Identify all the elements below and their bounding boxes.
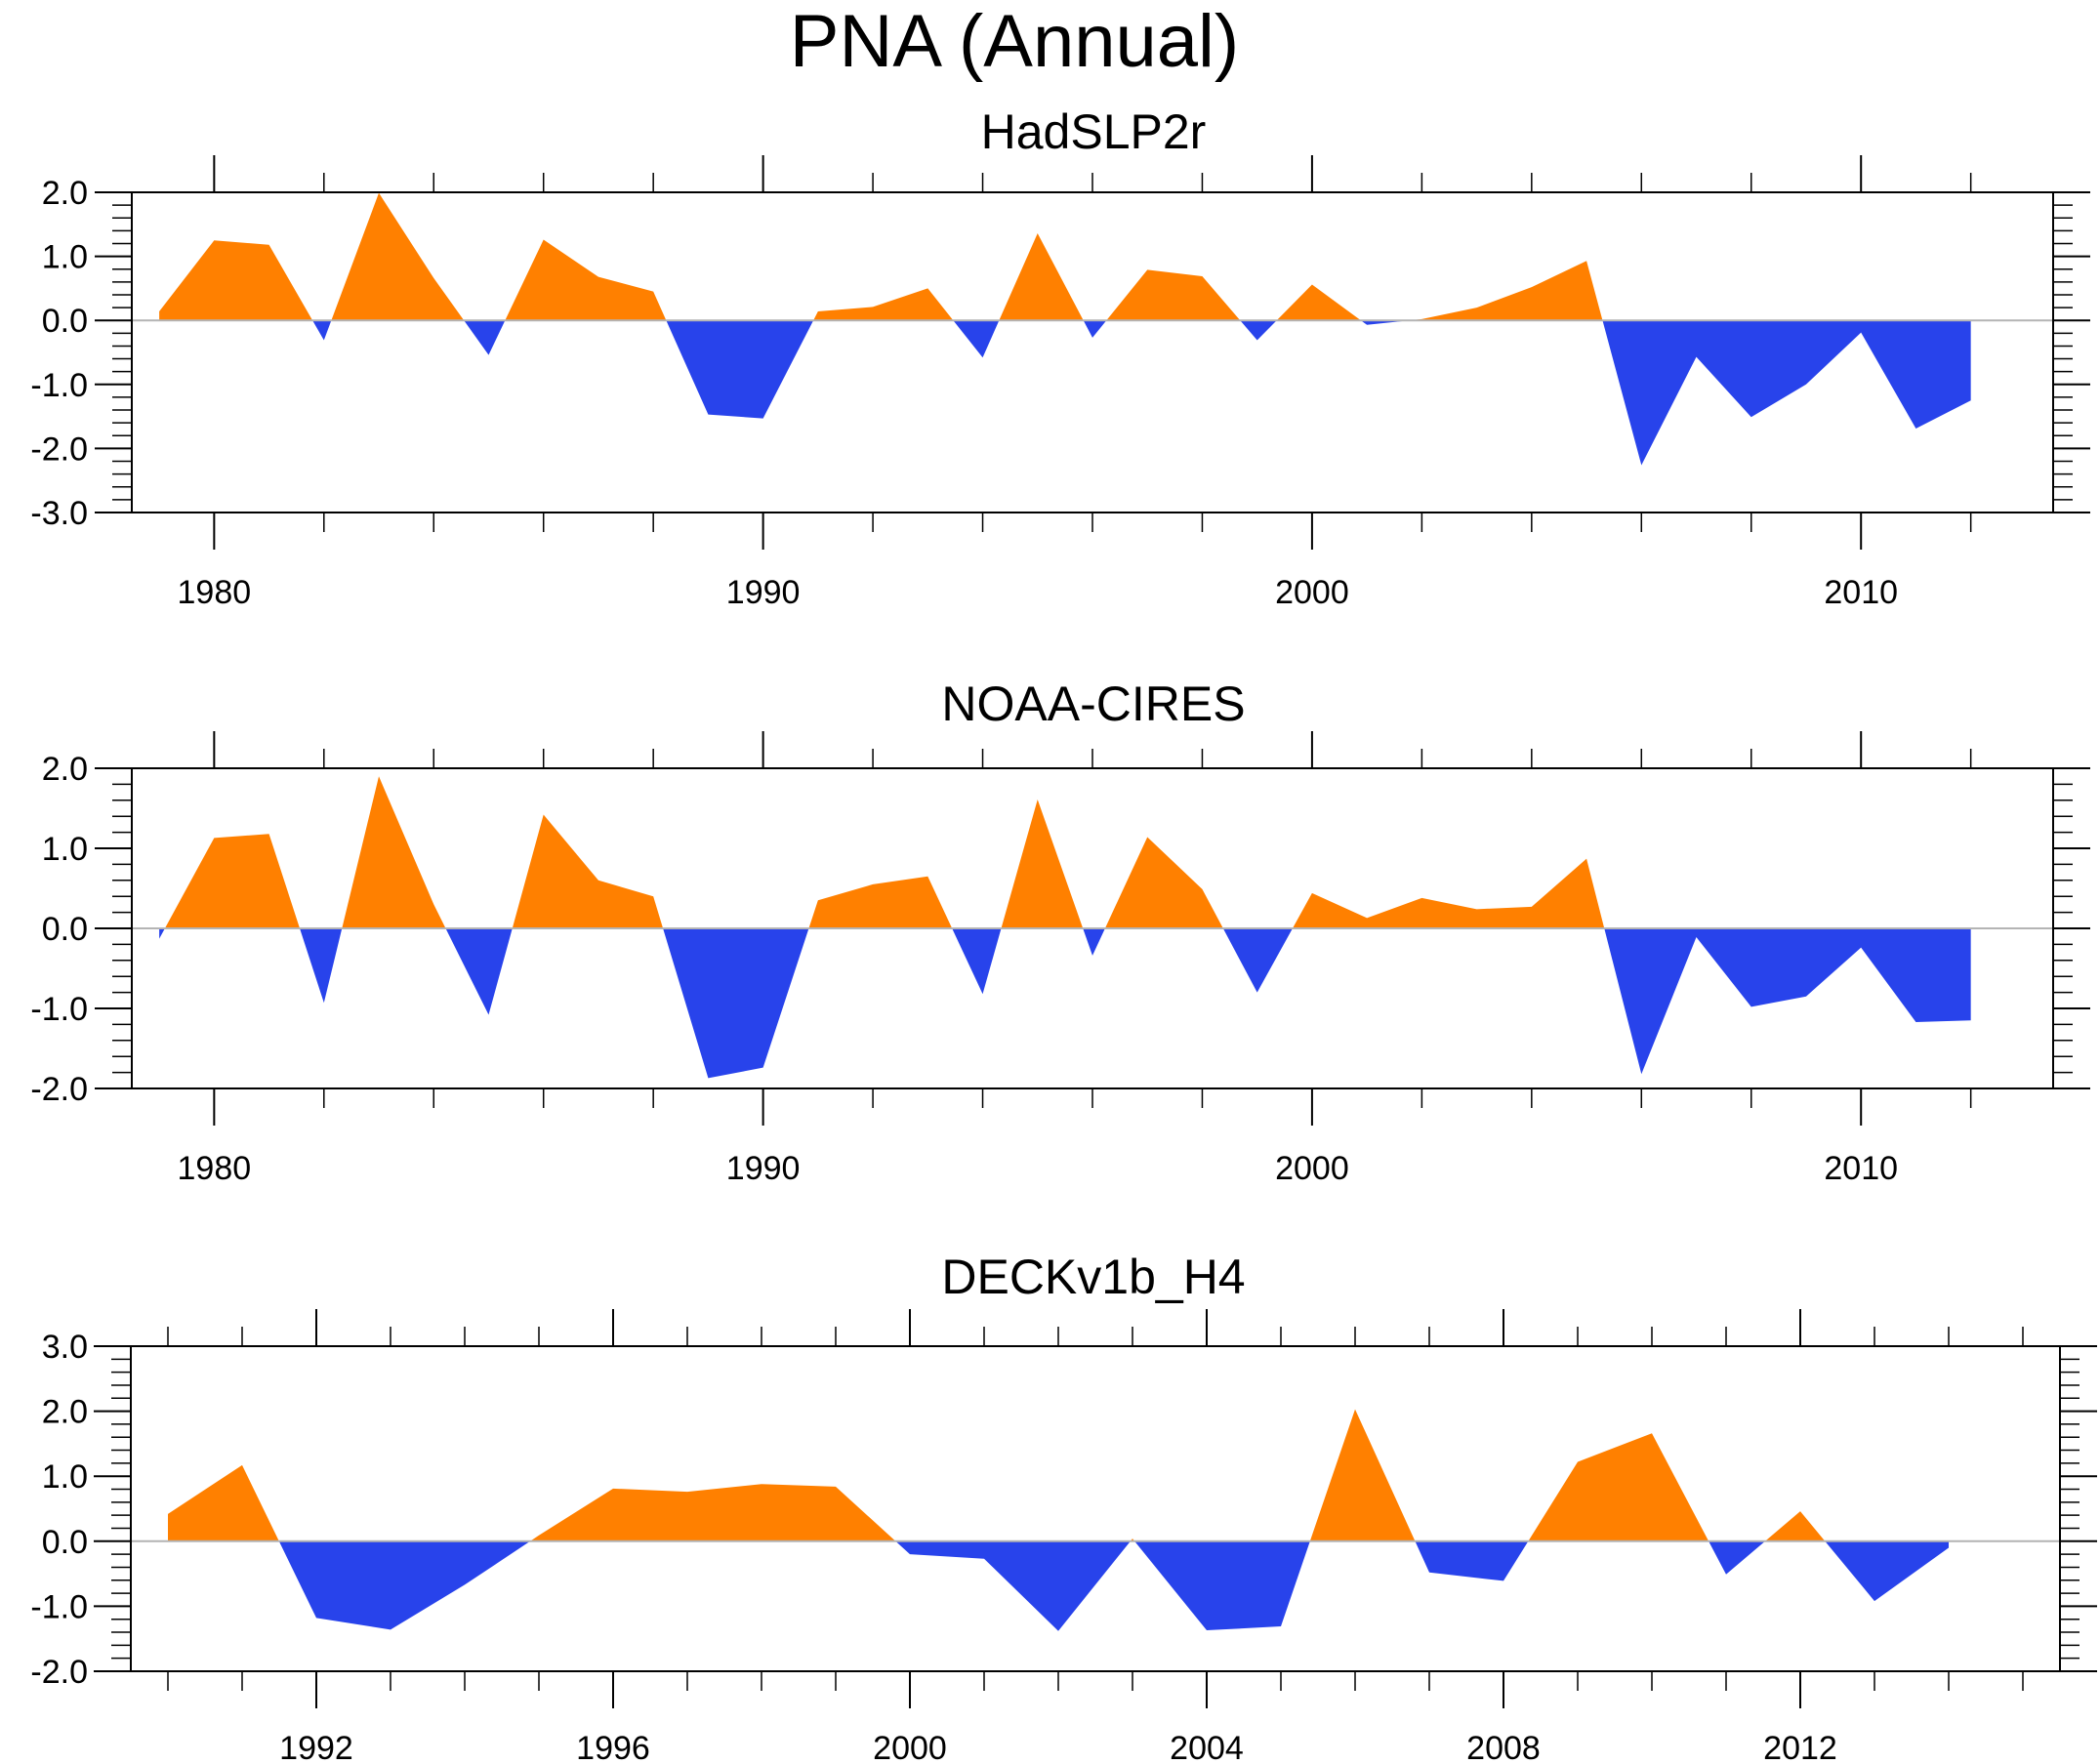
x-tick-label: 1996 — [576, 1730, 650, 1764]
x-tick-label: 1980 — [178, 574, 252, 611]
positive-area — [159, 192, 1603, 321]
positive-area — [159, 776, 1971, 928]
y-tick-label: -1.0 — [30, 991, 88, 1028]
x-tick-label: 2000 — [1275, 574, 1349, 611]
x-tick-label: 1980 — [178, 1150, 252, 1187]
x-tick-label: 2010 — [1824, 1150, 1898, 1187]
plot-frame — [130, 1345, 2061, 1672]
y-tick-label: -3.0 — [30, 495, 88, 532]
x-tick-label: 1990 — [726, 1150, 801, 1187]
panel-title: NOAA-CIRES — [941, 677, 1245, 731]
y-tick-label: 0.0 — [42, 911, 88, 948]
x-tick-label: 1992 — [279, 1730, 353, 1764]
panel-title: HadSLP2r — [981, 104, 1207, 159]
panel-noaa-cires: NOAA-CIRES 1980 1990 2000 2010 2.0 1.0 0.0 -1.0… — [30, 677, 2090, 1187]
x-tick-label: 2004 — [1170, 1730, 1244, 1764]
y-tick-label: 1.0 — [42, 1458, 88, 1496]
panel-title: DECKv1b_H4 — [941, 1250, 1245, 1304]
x-tick-label: 2000 — [873, 1730, 947, 1764]
x-tick-label: 2000 — [1275, 1150, 1349, 1187]
x-tick-label: 2010 — [1824, 574, 1898, 611]
negative-area — [312, 320, 1971, 466]
y-tick-label: -2.0 — [30, 1071, 88, 1108]
negative-area — [278, 1540, 1949, 1631]
y-tick-label: -1.0 — [30, 367, 88, 404]
y-tick-label: 2.0 — [42, 751, 88, 788]
y-tick-label: -1.0 — [30, 1588, 88, 1625]
x-tick-label: 2012 — [1763, 1730, 1837, 1764]
y-tick-label: 2.0 — [42, 1394, 88, 1431]
y-tick-label: 3.0 — [42, 1329, 88, 1366]
y-tick-label: 0.0 — [42, 1524, 88, 1561]
y-tick-label: 1.0 — [42, 239, 88, 276]
y-tick-label: -2.0 — [30, 1654, 88, 1691]
y-tick-label: 1.0 — [42, 831, 88, 868]
positive-area — [168, 1409, 1949, 1541]
y-tick-label: 0.0 — [42, 303, 88, 340]
panel-deckv1b-h4: DECKv1b_H4 1992 1996 2000 2004 2008 2012 3.0 2.… — [30, 1250, 2097, 1764]
y-tick-label: 2.0 — [42, 175, 88, 212]
panel-hadslp2r: HadSLP2r 1980 1990 2000 2010 2.0 1.0 0.0 -1.0 -2… — [30, 104, 2090, 611]
negative-area — [159, 928, 1971, 1079]
x-tick-label: 2008 — [1466, 1730, 1541, 1764]
figure-title: PNA (Annual) — [790, 0, 1239, 83]
x-tick-label: 1990 — [726, 574, 801, 611]
y-tick-label: -2.0 — [30, 431, 88, 468]
